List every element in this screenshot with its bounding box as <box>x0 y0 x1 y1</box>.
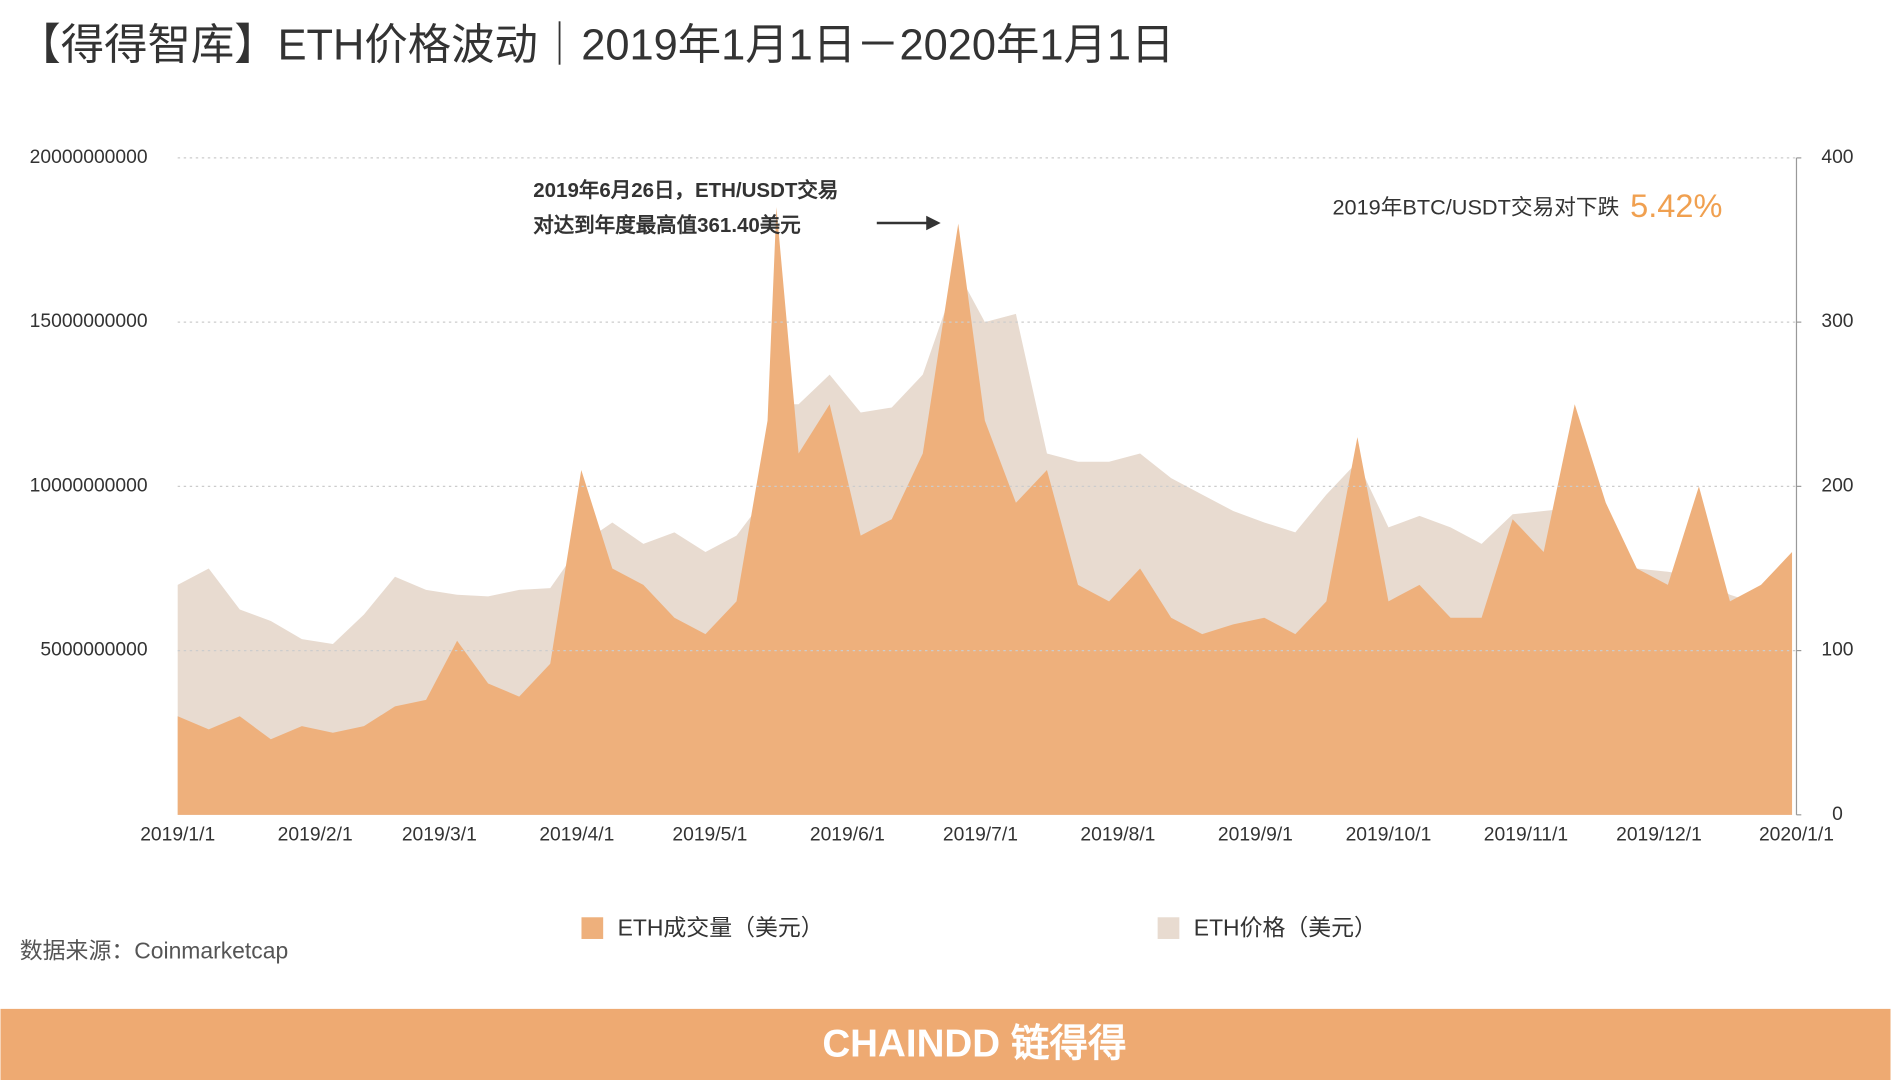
x-tick-label: 2019/12/1 <box>1616 824 1702 845</box>
legend-label: ETH价格（美元） <box>1194 914 1377 940</box>
x-tick-label: 2019/2/1 <box>278 824 353 845</box>
y2-tick-label: 100 <box>1821 640 1853 661</box>
x-tick-label: 2019/11/1 <box>1484 824 1568 845</box>
x-tick-label: 2019/10/1 <box>1346 824 1432 845</box>
legend-swatch <box>1157 917 1180 939</box>
annotation: 2019年6月26日，ETH/USDT交易 <box>533 178 838 202</box>
x-tick-label: 2019/5/1 <box>672 824 747 845</box>
y-tick-label: 20000000000 <box>30 147 148 168</box>
x-tick-label: 2019/7/1 <box>943 824 1018 845</box>
y2-tick-label: 400 <box>1821 147 1853 168</box>
y-tick-label: 10000000000 <box>30 475 148 496</box>
source: 数据来源：Coinmarketcap <box>20 937 288 963</box>
plot-area <box>177 207 1793 815</box>
chart-title: 【得得智库】ETH价格波动｜2019年1月1日－2020年1月1日 <box>17 21 1174 70</box>
x-tick-label: 2020/1/1 <box>1759 824 1834 845</box>
x-tick-label: 2019/3/1 <box>402 824 477 845</box>
y-tick-label: 15000000000 <box>30 311 148 332</box>
y2-tick-label: 0 <box>1832 804 1843 825</box>
annotation-arrowhead <box>926 215 941 231</box>
x-tick-label: 2019/8/1 <box>1080 824 1155 845</box>
legend-swatch <box>581 917 604 939</box>
y2-tick-label: 200 <box>1821 475 1853 496</box>
x-tick-label: 2019/1/1 <box>140 824 215 845</box>
note-value: 5.42% <box>1630 188 1722 224</box>
legend-label: ETH成交量（美元） <box>618 914 824 940</box>
area <box>177 207 1793 815</box>
y-tick-label: 5000000000 <box>40 640 147 661</box>
x-tick-label: 2019/9/1 <box>1218 824 1293 845</box>
footer-brand: CHAINDD 链得得 <box>822 1022 1126 1065</box>
y2-tick-label: 300 <box>1821 311 1853 332</box>
note-text: 2019年BTC/USDT交易对下跌 <box>1332 194 1619 219</box>
footer-bar <box>0 1008 1891 1080</box>
annotation: 对达到年度最高值361.40美元 <box>533 213 801 237</box>
x-tick-label: 2019/6/1 <box>810 824 885 845</box>
x-tick-label: 2019/4/1 <box>539 824 614 845</box>
